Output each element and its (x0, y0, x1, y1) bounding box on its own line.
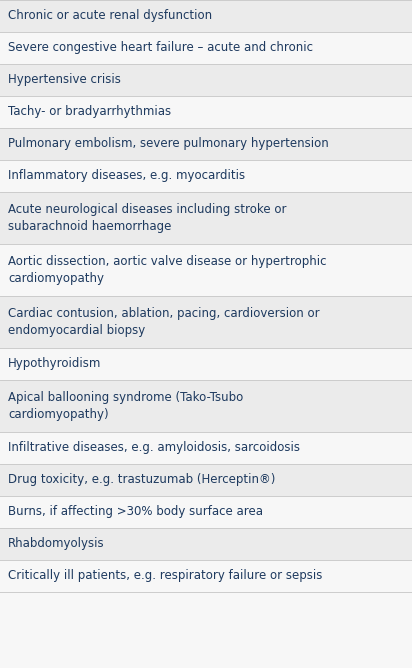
Bar (0, 244, 412, 296)
Bar (0, 96, 412, 128)
Text: Drug toxicity, e.g. trastuzumab (Herceptin®): Drug toxicity, e.g. trastuzumab (Hercept… (8, 474, 275, 486)
Bar (0, 128, 412, 160)
Bar (0, 528, 412, 560)
Text: Hypertensive crisis: Hypertensive crisis (8, 73, 121, 86)
Text: Aortic dissection, aortic valve disease or hypertrophic
cardiomyopathy: Aortic dissection, aortic valve disease … (8, 255, 326, 285)
Bar (0, 464, 412, 496)
Text: Rhabdomyolysis: Rhabdomyolysis (8, 538, 105, 550)
Bar (0, 432, 412, 464)
Text: Pulmonary embolism, severe pulmonary hypertension: Pulmonary embolism, severe pulmonary hyp… (8, 138, 329, 150)
Text: Acute neurological diseases including stroke or
subarachnoid haemorrhage: Acute neurological diseases including st… (8, 203, 286, 232)
Bar (0, 380, 412, 432)
Text: Burns, if affecting >30% body surface area: Burns, if affecting >30% body surface ar… (8, 506, 263, 518)
Text: Chronic or acute renal dysfunction: Chronic or acute renal dysfunction (8, 9, 212, 23)
Bar (0, 560, 412, 592)
Bar (0, 496, 412, 528)
Text: Apical ballooning syndrome (Tako-Tsubo
cardiomyopathy): Apical ballooning syndrome (Tako-Tsubo c… (8, 391, 243, 421)
Text: Critically ill patients, e.g. respiratory failure or sepsis: Critically ill patients, e.g. respirator… (8, 570, 322, 582)
Bar (0, 348, 412, 380)
Text: Inflammatory diseases, e.g. myocarditis: Inflammatory diseases, e.g. myocarditis (8, 170, 245, 182)
Text: Cardiac contusion, ablation, pacing, cardioversion or
endomyocardial biopsy: Cardiac contusion, ablation, pacing, car… (8, 307, 320, 337)
Bar (0, 160, 412, 192)
Bar (0, 296, 412, 348)
Bar (0, 0, 412, 32)
Text: Hypothyroidism: Hypothyroidism (8, 357, 101, 371)
Bar (0, 64, 412, 96)
Text: Severe congestive heart failure – acute and chronic: Severe congestive heart failure – acute … (8, 41, 313, 55)
Bar (0, 192, 412, 244)
Text: Tachy- or bradyarrhythmias: Tachy- or bradyarrhythmias (8, 106, 171, 118)
Bar (0, 32, 412, 64)
Text: Infiltrative diseases, e.g. amyloidosis, sarcoidosis: Infiltrative diseases, e.g. amyloidosis,… (8, 442, 300, 454)
